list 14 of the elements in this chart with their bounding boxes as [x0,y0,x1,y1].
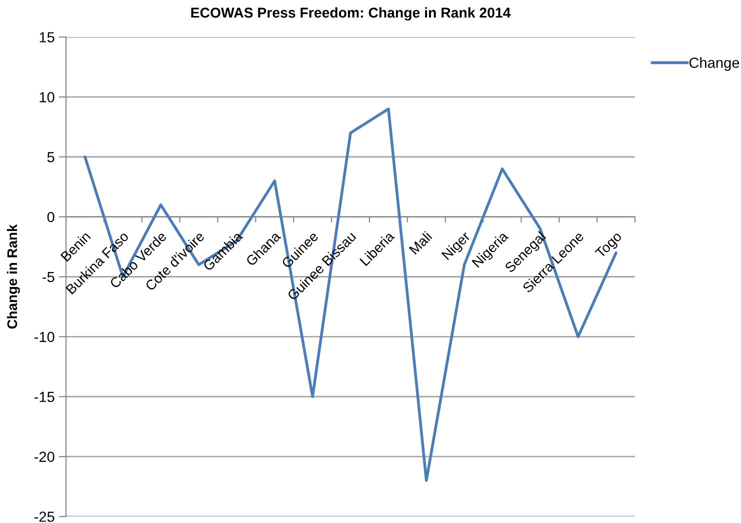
chart-title: ECOWAS Press Freedom: Change in Rank 2014 [191,7,511,21]
y-axis-title: Change in Rank [6,224,20,329]
y-tick-label: 10 [40,92,54,102]
y-tick-label: -15 [34,392,54,402]
x-tick-label: Togo [594,231,624,261]
y-tick-label: 15 [40,32,54,42]
y-tick-label: -5 [42,272,54,282]
y-tick-label: -10 [34,332,54,342]
y-tick-label: -20 [34,452,54,462]
legend-label: Change [689,57,740,71]
y-tick-label: 0 [47,212,54,222]
y-tick-label: 5 [47,152,54,162]
y-tick-label: -25 [34,512,54,522]
x-tick-label: Mali [408,230,432,255]
